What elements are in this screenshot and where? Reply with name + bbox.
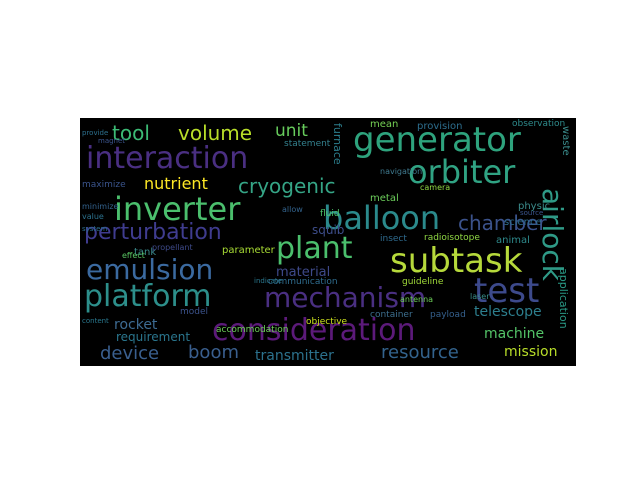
word-insect: insect	[380, 234, 407, 244]
word-cloud: consideration interaction generator platfor…	[80, 118, 576, 366]
word-accommodation: accommodation	[216, 325, 289, 335]
word-device: device	[100, 343, 160, 364]
word-emulsion: emulsion	[86, 253, 214, 286]
word-rocket: rocket	[114, 317, 158, 333]
word-content: content	[82, 317, 109, 325]
word-mission: mission	[504, 344, 558, 360]
word-science: science	[504, 217, 542, 228]
word-platform: platform	[84, 279, 212, 314]
word-effect: effect	[122, 251, 145, 260]
word-statement: statement	[284, 139, 331, 149]
word-parameter: parameter	[222, 245, 275, 256]
word-generator: generator	[353, 120, 521, 160]
word-payload: payload	[430, 310, 466, 320]
word-observation: observation	[512, 119, 566, 129]
word-cryogenic: cryogenic	[238, 174, 336, 198]
word-airlock: airlock	[536, 188, 569, 281]
word-plant: plant	[276, 231, 353, 266]
word-physic: physic	[518, 201, 551, 212]
word-volume: volume	[178, 121, 253, 145]
word-balloon: balloon	[323, 199, 441, 237]
word-value: value	[82, 212, 104, 221]
word-furnace: furnace	[331, 123, 344, 165]
word-container: container	[370, 310, 413, 320]
word-navigation: navigation	[380, 167, 423, 176]
word-provision: provision	[417, 121, 463, 132]
word-chamber: chamber	[458, 211, 547, 235]
word-animal: animal	[496, 235, 530, 246]
word-waste: waste	[560, 126, 571, 156]
word-inverter: inverter	[114, 190, 241, 228]
word-magnet: magnet	[98, 137, 126, 145]
word-maximize: maximize	[82, 180, 126, 190]
word-material: material	[276, 265, 331, 280]
word-laser: laser	[470, 292, 490, 301]
word-machine: machine	[484, 326, 545, 342]
word-nutrient: nutrient	[144, 174, 208, 193]
word-requirement: requirement	[116, 330, 191, 344]
word-perturbation: perturbation	[84, 220, 222, 245]
word-model: model	[180, 307, 209, 317]
word-system: system	[82, 225, 108, 233]
word-telescope: telescope	[474, 304, 542, 320]
word-consideration: consideration	[212, 313, 416, 348]
word-propellant: propellant	[152, 243, 193, 252]
word-guideline: guideline	[402, 277, 444, 287]
word-unit: unit	[275, 121, 308, 141]
word-test: test	[474, 271, 540, 311]
word-objective: objective	[306, 317, 348, 327]
word-boom: boom	[188, 342, 239, 363]
word-indicate: indicate	[254, 277, 282, 285]
word-communication: communication	[268, 277, 338, 287]
word-allow: allow	[282, 205, 303, 214]
word-minimize: minimize	[82, 202, 119, 211]
word-orbiter: orbiter	[408, 153, 516, 191]
word-tool: tool	[112, 121, 150, 145]
word-radioisotope: radioisotope	[424, 233, 480, 243]
word-transmitter: transmitter	[255, 348, 334, 364]
word-squib: squib	[312, 223, 345, 237]
word-mean: mean	[370, 119, 399, 130]
word-camera: camera	[420, 183, 451, 192]
word-provide: provide	[82, 129, 109, 137]
word-tank: tank	[134, 247, 157, 258]
word-fluid: fluid	[320, 209, 340, 219]
word-metal: metal	[370, 193, 399, 204]
word-source: source	[520, 209, 544, 217]
word-interaction: interaction	[86, 141, 249, 176]
word-subtask: subtask	[390, 241, 523, 281]
word-mechanism: mechanism	[264, 281, 427, 314]
word-application: application	[557, 268, 570, 329]
word-resource: resource	[381, 342, 459, 363]
word-antenna: antenna	[400, 295, 434, 304]
